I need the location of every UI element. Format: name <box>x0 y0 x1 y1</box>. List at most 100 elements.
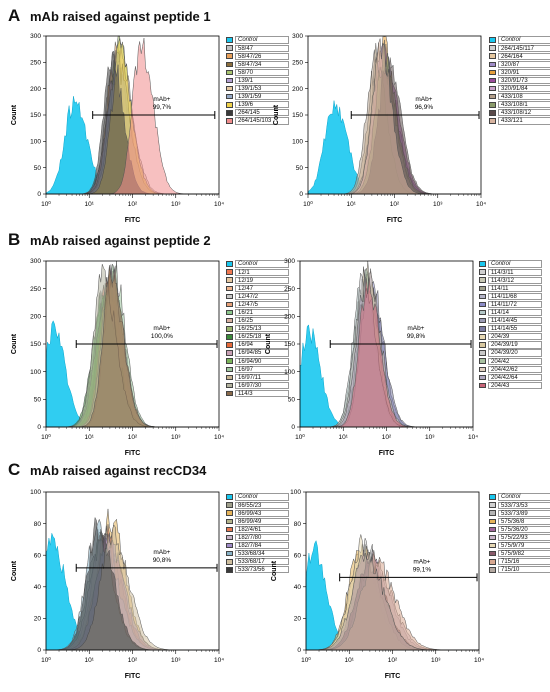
histogram-plot: 0 50 100 150 200 250 300 10⁰ 10¹ 10² 10³ 10⁴ FITC Cou… <box>8 30 224 230</box>
legend-swatch <box>226 559 233 565</box>
x-tick-label: 10⁰ <box>295 433 305 441</box>
legend-item: 320/91 <box>489 68 550 77</box>
legend-item: 204/42/62 <box>479 365 542 373</box>
chart-svg: 0 50 100 150 200 250 300 10⁰ 10¹ 10² 10³ 10⁴ FITC Cou… <box>11 258 224 457</box>
x-tick-label: 10⁴ <box>214 201 224 208</box>
y-tick-label: 300 <box>30 258 41 265</box>
legend-swatch <box>226 277 233 283</box>
legend-swatch <box>226 382 233 389</box>
legend: Control 114/3/11 114/3/12 114/11 114/11/68 11… <box>479 260 542 390</box>
legend-item: 114/3/12 <box>479 276 542 284</box>
legend-item: 139/1/53 <box>226 85 289 93</box>
legend-item: 139/1 <box>226 76 289 85</box>
legend-swatch <box>226 358 233 364</box>
legend-swatch <box>226 37 233 43</box>
histogram-plot: 0 20 40 60 80 100 10⁰ 10¹ 10² 10³ 10⁴ FITC Count mAb+… <box>8 486 224 686</box>
legend-label: Control <box>498 493 550 501</box>
y-tick-label: 20 <box>294 616 302 623</box>
gate-label: mAb+ <box>153 96 170 103</box>
gate-percent: 99,1% <box>413 566 432 573</box>
legend-label: 12/47/2 <box>235 292 289 301</box>
legend-label: 16/97/11 <box>235 373 289 381</box>
legend-item: 12/47 <box>226 284 289 292</box>
y-tick-label: 40 <box>294 584 302 591</box>
gate-label: mAb+ <box>413 558 430 565</box>
x-tick-label: 10¹ <box>339 434 349 441</box>
legend-item: Control <box>489 36 550 44</box>
legend-swatch <box>489 567 496 573</box>
y-tick-label: 200 <box>30 314 41 321</box>
legend-item: 204/39/19 <box>479 341 542 349</box>
legend-item: 182/7/84 <box>226 542 289 550</box>
legend-item: 433/108/1 <box>489 101 550 109</box>
legend-label: Control <box>235 36 289 44</box>
y-tick-label: 50 <box>296 165 304 172</box>
legend-swatch <box>479 334 486 340</box>
y-tick-label: 150 <box>30 341 41 348</box>
chart-svg: 0 50 100 150 200 250 300 10⁰ 10¹ 10² 10³ 10⁴ FITC Cou… <box>265 258 478 457</box>
y-tick-label: 60 <box>294 552 302 559</box>
legend-swatch <box>489 494 496 500</box>
legend-item: 16/97/30 <box>226 381 289 390</box>
y-tick-label: 250 <box>292 60 303 67</box>
x-tick-label: 10¹ <box>347 201 357 208</box>
legend-label: 320/91/84 <box>498 85 550 93</box>
gate-percent: 90,8% <box>153 557 172 564</box>
legend-label: 58/47/34 <box>235 60 289 68</box>
legend: Control 12/1 12/19 12/47 12/47/2 12/47/5 16/21… <box>226 260 289 398</box>
legend-label: 114/11/72 <box>488 300 542 309</box>
legend-item: 264/164 <box>489 52 550 60</box>
legend-swatch <box>489 77 496 84</box>
legend-swatch <box>226 269 233 275</box>
section-letter-b: B <box>8 230 21 249</box>
y-tick-label: 150 <box>284 341 295 348</box>
legend-label: 433/108/1 <box>498 101 550 109</box>
legend-label: 16/21 <box>235 309 289 317</box>
legend-swatch <box>489 118 496 124</box>
legend-swatch <box>226 510 233 516</box>
legend-label: 86/99/43 <box>235 509 289 517</box>
legend-label: 182/4/61 <box>235 525 289 534</box>
legend-swatch <box>479 293 486 300</box>
x-tick-label: 10⁰ <box>303 200 313 208</box>
section-title-c: mAb raised against recCD34 <box>30 463 207 478</box>
x-tick-label: 10³ <box>433 201 443 208</box>
legend-swatch <box>489 69 496 76</box>
legend-label: 533/68/17 <box>235 558 289 566</box>
legend-swatch <box>489 559 496 565</box>
legend-swatch <box>479 269 486 275</box>
legend-swatch <box>226 317 233 324</box>
legend-swatch <box>479 261 486 267</box>
y-tick-label: 100 <box>30 489 41 496</box>
legend-label: 264/145/117 <box>498 44 550 52</box>
legend-item: 433/121 <box>489 117 550 125</box>
legend-label: 533/73/89 <box>498 509 550 517</box>
legend-item: 264/145 <box>226 109 289 117</box>
legend-item: 139/6 <box>226 101 289 109</box>
legend-swatch <box>226 110 233 116</box>
legend: Control 264/145/117 264/164 320/87 320/91 320… <box>489 36 550 125</box>
legend-item: 264/145/103 <box>226 117 289 125</box>
gate-label: mAb+ <box>407 325 424 332</box>
legend-label: 715/10 <box>498 566 550 574</box>
y-tick-label: 0 <box>37 647 41 654</box>
x-tick-label: 10⁴ <box>214 434 224 441</box>
legend-item: 16/97/11 <box>226 373 289 381</box>
x-tick-label: 10¹ <box>85 434 95 441</box>
legend-item: Control <box>479 260 542 268</box>
legend-item: 16/94/90 <box>226 357 289 365</box>
legend-item: 533/73/56 <box>226 566 289 574</box>
legend-item: 58/70 <box>226 68 289 77</box>
y-axis-label: Count <box>265 333 272 354</box>
y-tick-label: 0 <box>297 647 301 654</box>
legend-label: 16/94 <box>235 341 289 349</box>
x-tick-label: 10¹ <box>85 657 95 664</box>
legend-label: 139/1/53 <box>235 85 289 93</box>
legend-item: 204/39 <box>479 333 542 341</box>
legend-label: 575/9/82 <box>498 550 550 558</box>
legend-swatch <box>479 301 486 308</box>
y-tick-label: 150 <box>30 112 41 119</box>
legend-item: 16/25 <box>226 317 289 325</box>
legend-swatch <box>226 118 233 124</box>
legend-item: 86/55/23 <box>226 501 289 509</box>
